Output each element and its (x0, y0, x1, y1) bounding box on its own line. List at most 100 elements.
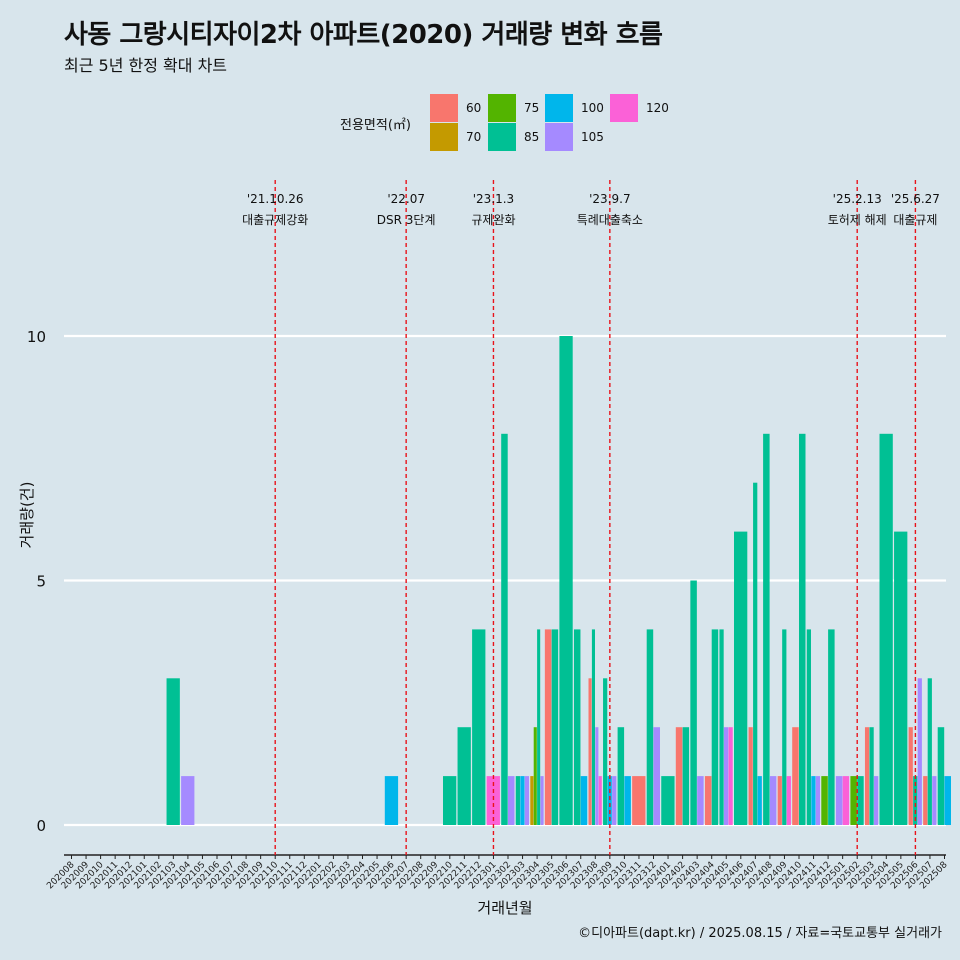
bar (646, 629, 654, 825)
bar (835, 776, 843, 825)
legend-swatch (545, 123, 573, 151)
bar (782, 629, 787, 825)
bar (508, 776, 515, 825)
bar (769, 776, 777, 825)
event-date-label: '21.10.26 (247, 192, 304, 206)
bar (719, 629, 724, 825)
bar (591, 629, 595, 825)
legend-label: 120 (646, 101, 669, 115)
event-label: 특례대출축소 (577, 213, 643, 227)
bar (520, 776, 525, 825)
bar (524, 776, 530, 825)
bar (530, 776, 534, 825)
legend-swatch (430, 94, 458, 122)
y-tick-label: 0 (36, 817, 46, 835)
bar (588, 678, 592, 825)
bar (821, 776, 828, 825)
bar (932, 776, 937, 825)
bar (864, 727, 870, 825)
legend-label: 75 (524, 101, 540, 115)
bar (908, 727, 913, 825)
event-label: 대출규제강화 (242, 213, 308, 227)
bar (515, 776, 520, 825)
bar (603, 678, 608, 825)
event-label: 토허제 해제 (828, 213, 887, 227)
event-date-label: '25.2.13 (833, 192, 882, 206)
event-date-label: '22.07 (387, 192, 425, 206)
bar (763, 433, 770, 825)
bar (573, 629, 581, 825)
bar (894, 531, 908, 825)
bar (869, 727, 874, 825)
bar (879, 433, 893, 825)
bar (748, 727, 753, 825)
bar (501, 433, 508, 825)
event-date-label: '23.9.7 (589, 192, 630, 206)
legend-label: 105 (581, 130, 604, 144)
bar (777, 776, 782, 825)
bar (595, 727, 599, 825)
bar (598, 776, 602, 825)
legend-label: 85 (524, 130, 540, 144)
event-label: DSR 3단계 (377, 213, 436, 227)
bar (384, 776, 399, 825)
bar (799, 433, 806, 825)
y-tick-label: 10 (27, 328, 46, 346)
bar (559, 336, 573, 825)
legend-swatch (488, 94, 516, 122)
x-axis-title: 거래년월 (477, 899, 532, 917)
bar (697, 776, 704, 825)
bar (734, 531, 748, 825)
bar (544, 629, 552, 825)
y-tick-label: 5 (36, 573, 46, 591)
bar (828, 629, 835, 825)
legend-label: 70 (466, 130, 482, 144)
bar (874, 776, 879, 825)
bar (923, 776, 928, 825)
bar (690, 580, 697, 825)
bar (944, 776, 951, 825)
bar (551, 629, 559, 825)
event-label: 규제완화 (471, 213, 515, 227)
bar (842, 776, 850, 825)
bar (181, 776, 195, 825)
legend-swatch (430, 123, 458, 151)
bar (811, 776, 816, 825)
bar (612, 776, 617, 825)
bar (632, 776, 646, 825)
bar (937, 727, 945, 825)
bar (607, 776, 612, 825)
chart-title: 사동 그랑시티자이2차 아파트(2020) 거래량 변화 흐름 (64, 20, 663, 50)
y-axis-title: 거래량(건) (18, 482, 36, 549)
bar (757, 776, 762, 825)
bar (617, 727, 625, 825)
bar (486, 776, 500, 825)
bar (913, 776, 918, 825)
bar (917, 678, 922, 825)
bar (806, 629, 811, 825)
bar (166, 678, 180, 825)
legend-title: 전용면적(㎡) (340, 118, 411, 133)
event-date-label: '23.1.3 (473, 192, 514, 206)
bar (857, 776, 864, 825)
legend: 전용면적(㎡) 60 70 75 85 100 105 120 (340, 92, 680, 152)
source-caption: ©디아파트(dapt.kr) / 2025.08.15 / 자료=국토교통부 실… (578, 926, 942, 941)
event-date-label: '25.6.27 (891, 192, 940, 206)
bar (682, 727, 690, 825)
legend-swatch (610, 94, 638, 122)
bar (457, 727, 471, 825)
bar (537, 629, 541, 825)
legend-swatch (488, 123, 516, 151)
bar (753, 482, 758, 825)
bar (792, 727, 799, 825)
bar (728, 727, 733, 825)
bar (711, 629, 719, 825)
bar (624, 776, 631, 825)
bar (472, 629, 486, 825)
bar (661, 776, 675, 825)
legend-label: 60 (466, 101, 482, 115)
bar (815, 776, 821, 825)
bar (533, 727, 537, 825)
bar (653, 727, 660, 825)
